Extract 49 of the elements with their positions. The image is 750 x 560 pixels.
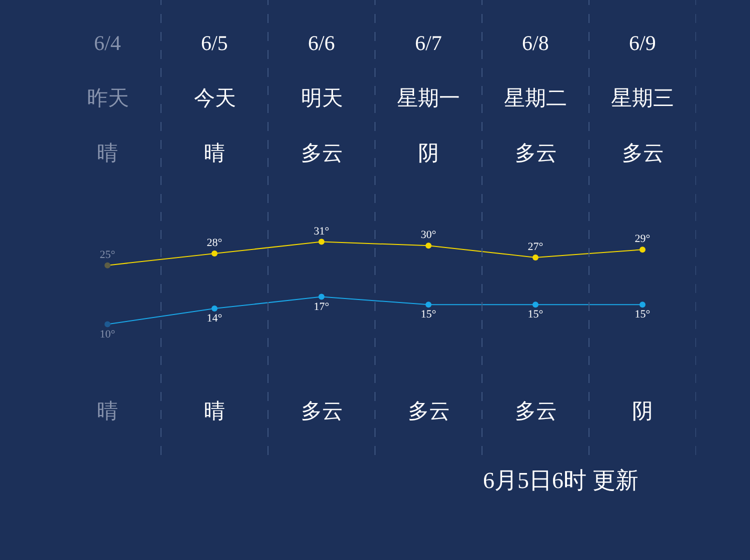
x-tick-label: 6/8 bbox=[522, 31, 549, 55]
data-label: 15° bbox=[420, 308, 436, 321]
data-label: 29° bbox=[634, 233, 650, 246]
text: 阴 bbox=[632, 399, 653, 423]
point bbox=[318, 294, 324, 300]
text: 晴 bbox=[204, 141, 225, 165]
data-label: 14° bbox=[206, 312, 222, 325]
point bbox=[212, 250, 218, 257]
point bbox=[532, 302, 538, 308]
x-tick-label: 6/6 bbox=[308, 31, 335, 55]
text: 明天 bbox=[301, 86, 343, 110]
text: 阴 bbox=[418, 141, 439, 165]
x-tick-label: 6/9 bbox=[629, 31, 656, 55]
data-label: 25° bbox=[100, 248, 116, 261]
text: 多云 bbox=[515, 399, 557, 423]
point bbox=[104, 321, 110, 328]
point bbox=[104, 262, 110, 268]
text: 晴 bbox=[97, 399, 118, 423]
text: 今天 bbox=[194, 86, 236, 110]
text: 多云 bbox=[622, 141, 664, 165]
text: 6月5日6时 更新 bbox=[483, 468, 638, 493]
data-label: 17° bbox=[314, 300, 330, 313]
point bbox=[318, 238, 324, 245]
x-tick-label: 6/5 bbox=[201, 31, 228, 55]
point bbox=[640, 302, 646, 308]
data-label: 10° bbox=[100, 328, 116, 340]
x-tick-label: 6/7 bbox=[415, 31, 442, 55]
text: 晴 bbox=[97, 141, 118, 165]
text: 晴 bbox=[204, 399, 225, 423]
data-label: 31° bbox=[314, 225, 330, 238]
text: 星期二 bbox=[504, 86, 567, 110]
text: 星期一 bbox=[397, 86, 460, 110]
point bbox=[426, 302, 432, 308]
point bbox=[532, 254, 538, 260]
point bbox=[426, 242, 432, 249]
data-label: 15° bbox=[634, 308, 650, 321]
text: 星期三 bbox=[611, 86, 674, 110]
text: 多云 bbox=[515, 141, 557, 165]
x-tick-label: 6/4 bbox=[94, 31, 122, 55]
text: 多云 bbox=[301, 141, 343, 165]
data-label: 15° bbox=[528, 308, 544, 321]
data-label: 30° bbox=[420, 229, 436, 242]
data-label: 28° bbox=[206, 237, 222, 250]
text: 多云 bbox=[301, 399, 343, 423]
text: 昨天 bbox=[87, 86, 129, 110]
point bbox=[640, 246, 646, 253]
text: 多云 bbox=[408, 399, 450, 423]
point bbox=[212, 306, 218, 312]
data-label: 27° bbox=[528, 240, 544, 253]
